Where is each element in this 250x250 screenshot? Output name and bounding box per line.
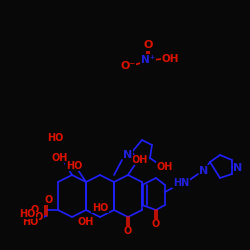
Text: OH: OH	[78, 217, 94, 227]
Text: HO: HO	[19, 209, 35, 219]
Text: OH: OH	[157, 162, 173, 172]
Text: O: O	[45, 195, 53, 205]
Text: N: N	[200, 166, 208, 176]
Text: HO: HO	[22, 217, 38, 227]
Text: N⁺: N⁺	[141, 55, 155, 65]
Text: N: N	[124, 150, 132, 160]
Text: HO: HO	[47, 133, 63, 143]
Text: HO: HO	[92, 203, 108, 213]
Text: OH: OH	[161, 54, 179, 64]
Text: O: O	[152, 219, 160, 229]
Text: OH: OH	[132, 155, 148, 165]
Text: O: O	[143, 40, 153, 50]
Text: HO: HO	[66, 161, 82, 171]
Text: HN: HN	[173, 178, 189, 188]
Text: O⁻: O⁻	[120, 61, 136, 71]
Text: O: O	[124, 226, 132, 236]
Text: OH: OH	[52, 153, 68, 163]
Text: HO: HO	[27, 212, 43, 222]
Text: O: O	[31, 205, 39, 215]
Text: N: N	[234, 163, 242, 173]
